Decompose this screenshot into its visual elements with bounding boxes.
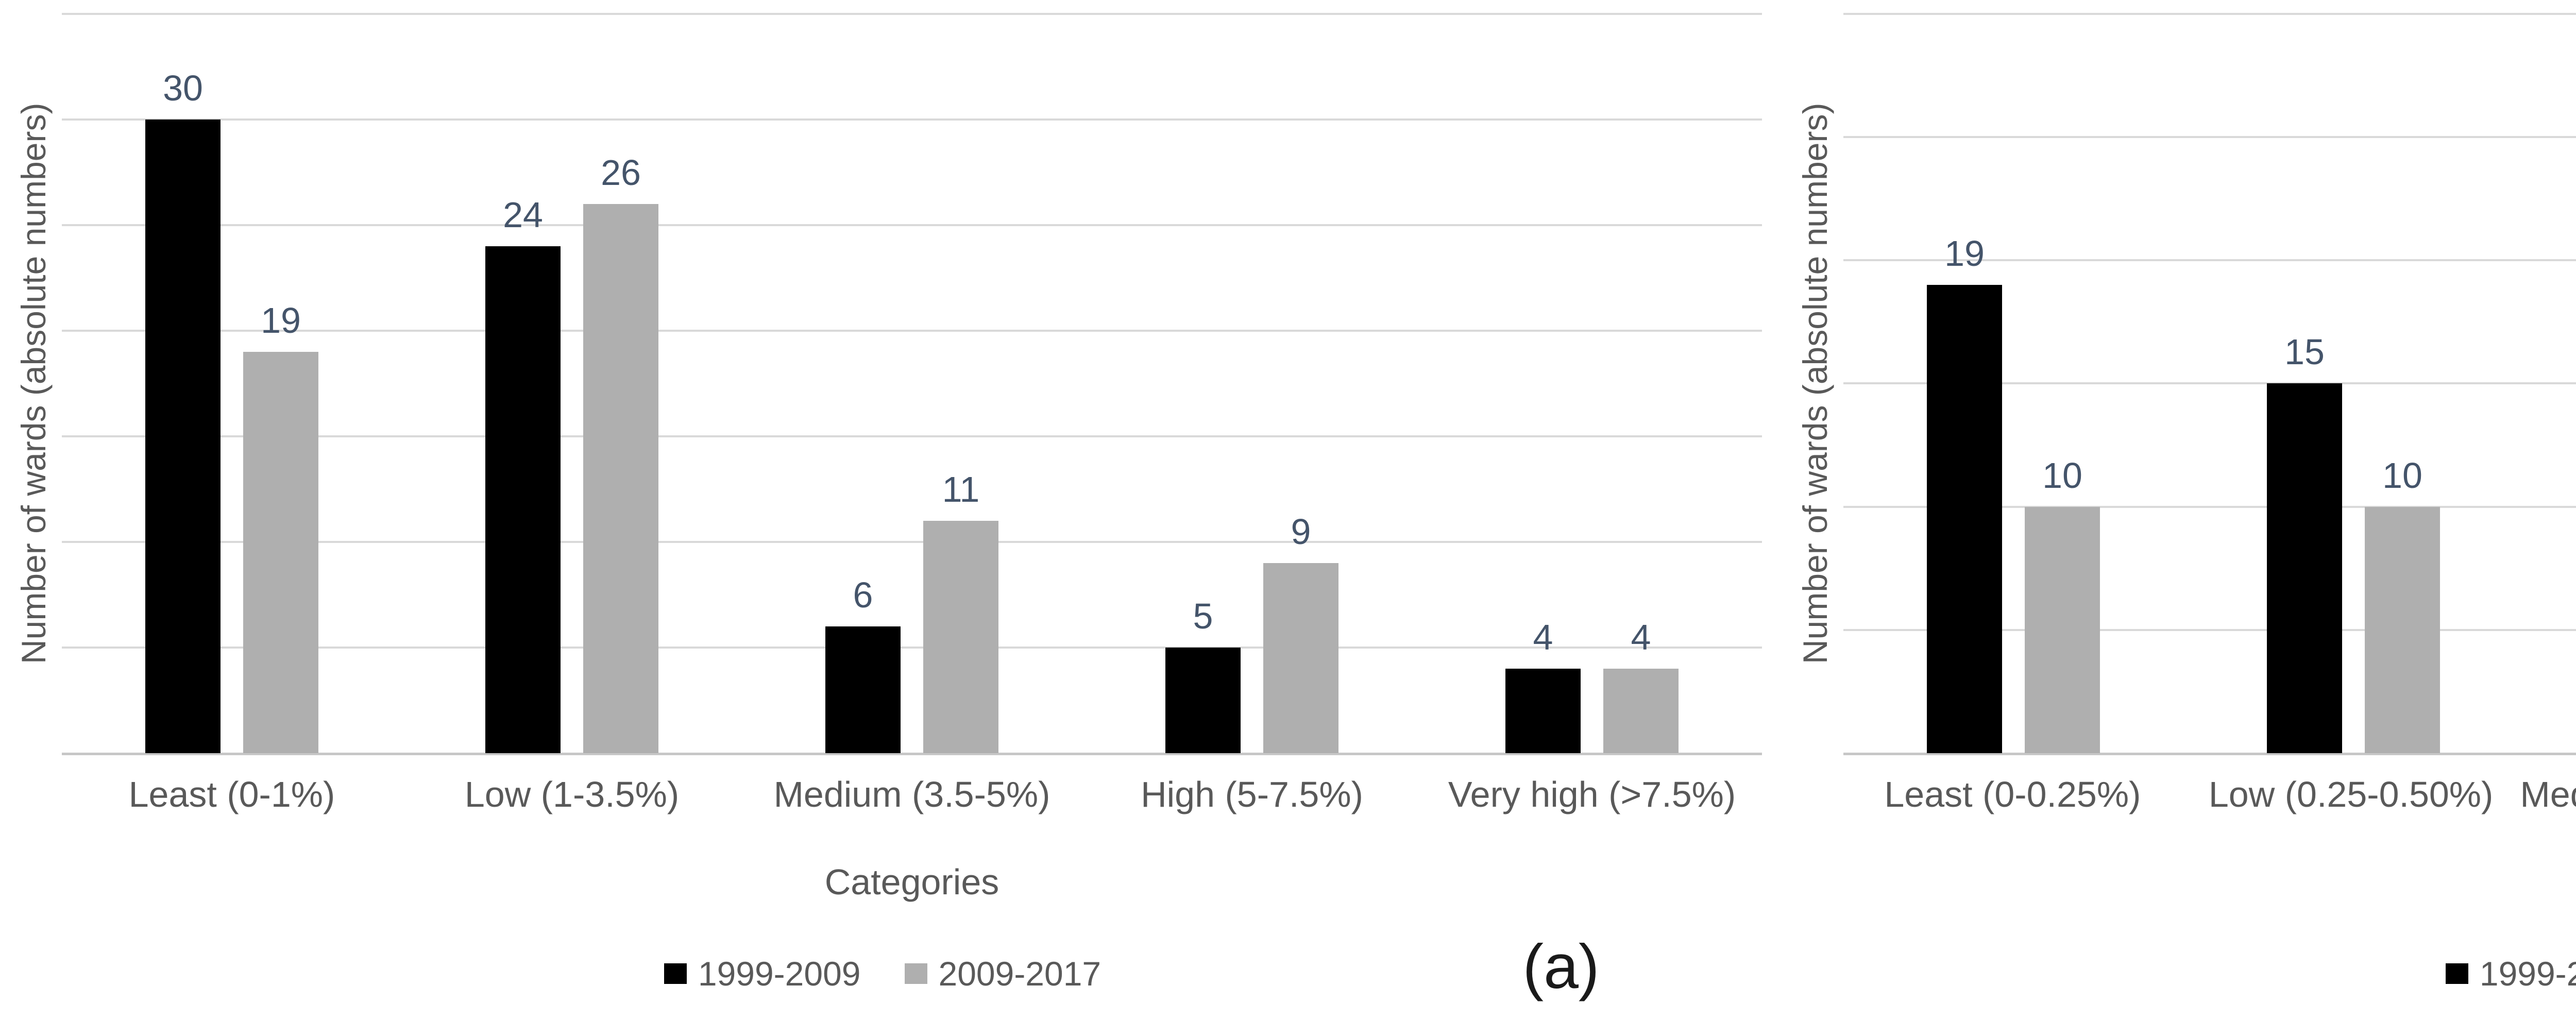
- category-label: Medium (3.5-5%): [773, 774, 1050, 814]
- category-label: Low (1-3.5%): [464, 774, 680, 814]
- bar-2009-2017-Low (0.25-0.50%): [2365, 507, 2440, 753]
- category-label: Medium (0.50-0.75%): [2520, 774, 2576, 814]
- legend-swatch-icon: [2445, 963, 2468, 984]
- plot-area: 191015101291824516: [1843, 13, 2576, 755]
- legend-swatch-icon: [904, 963, 927, 984]
- gridline: [62, 224, 1762, 226]
- x-axis-title: Categories: [1843, 861, 2576, 903]
- bar-value-label: 12: [2567, 408, 2576, 444]
- gridline: [1843, 13, 2576, 15]
- bar-2009-2017-Medium (3.5-5%): [923, 521, 998, 753]
- gridline: [62, 330, 1762, 332]
- gridline: [62, 541, 1762, 543]
- bar-value-label: 30: [163, 68, 203, 108]
- bar-value-label: 19: [1944, 233, 1985, 274]
- category-label: High (5-7.5%): [1141, 774, 1363, 814]
- bar-2009-2017-Least (0-0.25%): [2025, 507, 2100, 753]
- category-label: Least (0-0.25%): [1884, 774, 2141, 814]
- bar-value-label: 15: [2284, 332, 2325, 372]
- category-label: Low (0.25-0.50%): [2208, 774, 2494, 814]
- legend-label: 2009-2017: [938, 955, 1101, 993]
- gridline: [1843, 506, 2576, 508]
- chart-panel-a: Number of wards (absolute numbers) 30 19 2…: [14, 13, 1762, 1001]
- x-axis-category-labels: Least (0-1%) Low (1-3.5%) Medium (3.5-5%) H…: [62, 774, 1762, 815]
- bar-value-label: 6: [853, 575, 873, 615]
- bar-value-label: 24: [503, 195, 543, 235]
- legend-item-2009-2017: 2009-2017: [904, 954, 1101, 993]
- bar-1999-2009-High (5-7.5%): [1165, 648, 1241, 753]
- panel-label-a: (a): [1522, 931, 1600, 1001]
- y-axis-title: Number of wards (absolute numbers): [14, 103, 53, 665]
- category-label: Least (0-1%): [128, 774, 335, 814]
- bar-value-label: 4: [1533, 617, 1553, 657]
- gridline: [1843, 382, 2576, 384]
- gridline: [1843, 259, 2576, 261]
- bar-value-label: 4: [1631, 617, 1651, 657]
- legend-swatch-icon: [664, 963, 687, 984]
- bar-value-label: 5: [1193, 596, 1213, 636]
- legend-label: 1999-2009: [2479, 955, 2576, 993]
- category-label: Very high (>7.5%): [1448, 774, 1736, 814]
- plot-area: 30 19 24 26 6 11 5 9 4 4: [62, 13, 1762, 755]
- gridline: [62, 647, 1762, 649]
- bar-value-label: 10: [2042, 455, 2082, 496]
- x-axis-line: [1843, 753, 2576, 755]
- bar-1999-2009-Low (0.25-0.50%): [2267, 383, 2342, 753]
- x-axis-line: [62, 753, 1762, 755]
- bar-value-label: 9: [1291, 512, 1311, 552]
- legend-item-1999-2009: 1999-2009: [2445, 954, 2576, 993]
- bar-1999-2009-Least (0-0.25%): [1927, 285, 2002, 753]
- bar-1999-2009-Least (0-1%): [145, 120, 221, 753]
- x-axis-title: Categories: [824, 862, 999, 902]
- bar-2009-2017-Very high (>7.5%): [1603, 669, 1679, 753]
- chart-panel-b: Number of wards (absolute numbers) 19 10 1…: [1782, 0, 2576, 1020]
- legend: 1999-2009 2009-2017: [32, 954, 1733, 993]
- x-axis-category-labels: Least (0-0.25%) Low (0.25-0.50%) Medium (0…: [1843, 774, 2576, 815]
- bar-value-label: 26: [601, 152, 641, 193]
- bar-value-label: 11: [942, 469, 980, 509]
- bar-1999-2009-Medium (3.5-5%): [825, 626, 901, 753]
- bar-2009-2017-High (5-7.5%): [1263, 563, 1338, 753]
- gridline: [62, 118, 1762, 121]
- legend-item-1999-2009: 1999-2009: [664, 954, 861, 993]
- bar-1999-2009-Low (1-3.5%): [485, 246, 561, 753]
- y-axis-title: Number of wards (absolute numbers): [1796, 103, 1834, 665]
- bar-value-label: 10: [2382, 455, 2422, 496]
- bar-2009-2017-Least (0-1%): [243, 352, 318, 753]
- bar-2009-2017-Low (1-3.5%): [583, 204, 658, 753]
- bar-value-label: 19: [261, 300, 301, 341]
- gridline: [62, 435, 1762, 437]
- bar-1999-2009-Very high (>7.5%): [1505, 669, 1581, 753]
- gridline: [62, 13, 1762, 15]
- gridline: [1843, 629, 2576, 631]
- legend-label: 1999-2009: [698, 955, 861, 993]
- gridline: [1843, 136, 2576, 138]
